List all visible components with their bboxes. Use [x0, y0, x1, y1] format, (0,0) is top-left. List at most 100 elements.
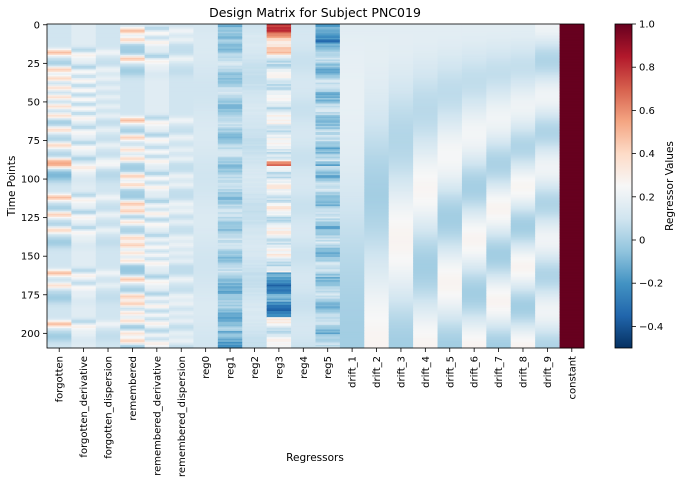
heatmap-cell: [217, 181, 243, 184]
heatmap-cell: [217, 119, 243, 122]
heatmap-cell: [461, 346, 487, 349]
heatmap-cell: [559, 340, 585, 343]
heatmap-cell: [339, 153, 365, 156]
heatmap-cell: [535, 50, 561, 53]
heatmap-cell: [95, 159, 121, 162]
heatmap-cell: [461, 315, 487, 318]
heatmap-cell: [364, 341, 390, 344]
heatmap-cell: [169, 278, 194, 281]
heatmap-cell: [242, 232, 268, 235]
heatmap-cell: [315, 179, 341, 182]
heatmap-cell: [291, 76, 316, 79]
heatmap-cell: [535, 306, 561, 309]
heatmap-cell: [47, 284, 72, 287]
heatmap-cell: [47, 321, 72, 324]
heatmap-cell: [217, 115, 243, 118]
heatmap-cell: [486, 236, 512, 239]
heatmap-cell: [266, 297, 292, 300]
heatmap-cell: [242, 186, 268, 189]
heatmap-cell: [291, 145, 316, 148]
heatmap-cell: [217, 186, 243, 189]
heatmap-cell: [120, 263, 146, 266]
heatmap-cell: [413, 156, 439, 159]
heatmap-cell: [266, 206, 292, 209]
heatmap-cell: [144, 235, 170, 238]
heatmap-cell: [71, 281, 97, 284]
heatmap-cell: [120, 332, 146, 335]
heatmap-cell: [193, 337, 219, 340]
heatmap-cell: [510, 155, 536, 158]
heatmap-cell: [339, 317, 365, 320]
heatmap-cell: [217, 44, 243, 47]
heatmap-cell: [559, 343, 585, 346]
heatmap-cell: [47, 87, 72, 90]
heatmap-cell: [266, 84, 292, 87]
heatmap-cell: [71, 209, 97, 212]
heatmap-cell: [266, 179, 292, 182]
heatmap-cell: [95, 162, 121, 165]
heatmap-cell: [120, 184, 146, 187]
heatmap-cell: [169, 122, 194, 125]
heatmap-cell: [315, 167, 341, 170]
heatmap-cell: [437, 24, 463, 27]
heatmap-cell: [535, 156, 561, 159]
heatmap-cell: [388, 127, 414, 130]
heatmap-cell: [47, 204, 72, 207]
heatmap-cell: [559, 122, 585, 125]
heatmap-cell: [535, 269, 561, 272]
heatmap-cell: [47, 33, 72, 36]
heatmap-cell: [71, 210, 97, 213]
heatmap-cell: [315, 108, 341, 111]
heatmap-cell: [242, 310, 268, 314]
heatmap-cell: [71, 263, 97, 266]
heatmap-cell: [291, 321, 316, 324]
heatmap-cell: [144, 226, 170, 229]
heatmap-cell: [144, 193, 170, 196]
heatmap-cell: [364, 173, 390, 176]
heatmap-cell: [339, 178, 365, 181]
heatmap-cell: [47, 240, 72, 243]
heatmap-cell: [437, 107, 463, 110]
heatmap-cell: [559, 229, 585, 232]
heatmap-cell: [120, 25, 146, 28]
heatmap-cell: [47, 287, 72, 290]
heatmap-cell: [144, 107, 170, 110]
heatmap-cell: [120, 229, 146, 232]
heatmap-cell: [413, 122, 439, 125]
heatmap-cell: [193, 37, 219, 40]
heatmap-cell: [437, 213, 463, 216]
heatmap-cell: [315, 195, 341, 198]
heatmap-cell: [339, 212, 365, 215]
heatmap-cell: [535, 190, 561, 193]
heatmap-cell: [120, 73, 146, 76]
heatmap-cell: [388, 331, 414, 334]
heatmap-cell: [364, 303, 390, 306]
heatmap-cell: [559, 341, 585, 344]
heatmap-cell: [339, 206, 365, 209]
heatmap-cell: [535, 340, 561, 343]
heatmap-cell: [291, 309, 316, 312]
heatmap-cell: [169, 135, 194, 138]
heatmap-cell: [71, 289, 97, 292]
heatmap-cell: [364, 290, 390, 293]
heatmap-cell: [461, 173, 487, 176]
heatmap-cell: [144, 209, 170, 212]
heatmap-cell: [71, 148, 97, 152]
heatmap-cell: [510, 213, 536, 216]
heatmap-cell: [315, 73, 341, 76]
heatmap-cell: [388, 247, 414, 250]
heatmap-cell: [217, 267, 243, 270]
heatmap-cell: [291, 73, 316, 76]
heatmap-cell: [291, 141, 316, 144]
heatmap-cell: [47, 312, 72, 315]
heatmap-cell: [144, 338, 170, 341]
heatmap-cell: [217, 79, 243, 82]
heatmap-cell: [242, 224, 268, 227]
x-tick-label: drift_4: [421, 356, 432, 388]
heatmap-cell: [266, 62, 292, 65]
heatmap-cell: [291, 317, 316, 320]
heatmap-cell: [413, 294, 439, 297]
heatmap-cell: [193, 277, 219, 280]
heatmap-cell: [266, 290, 292, 293]
heatmap-cell: [217, 232, 243, 235]
